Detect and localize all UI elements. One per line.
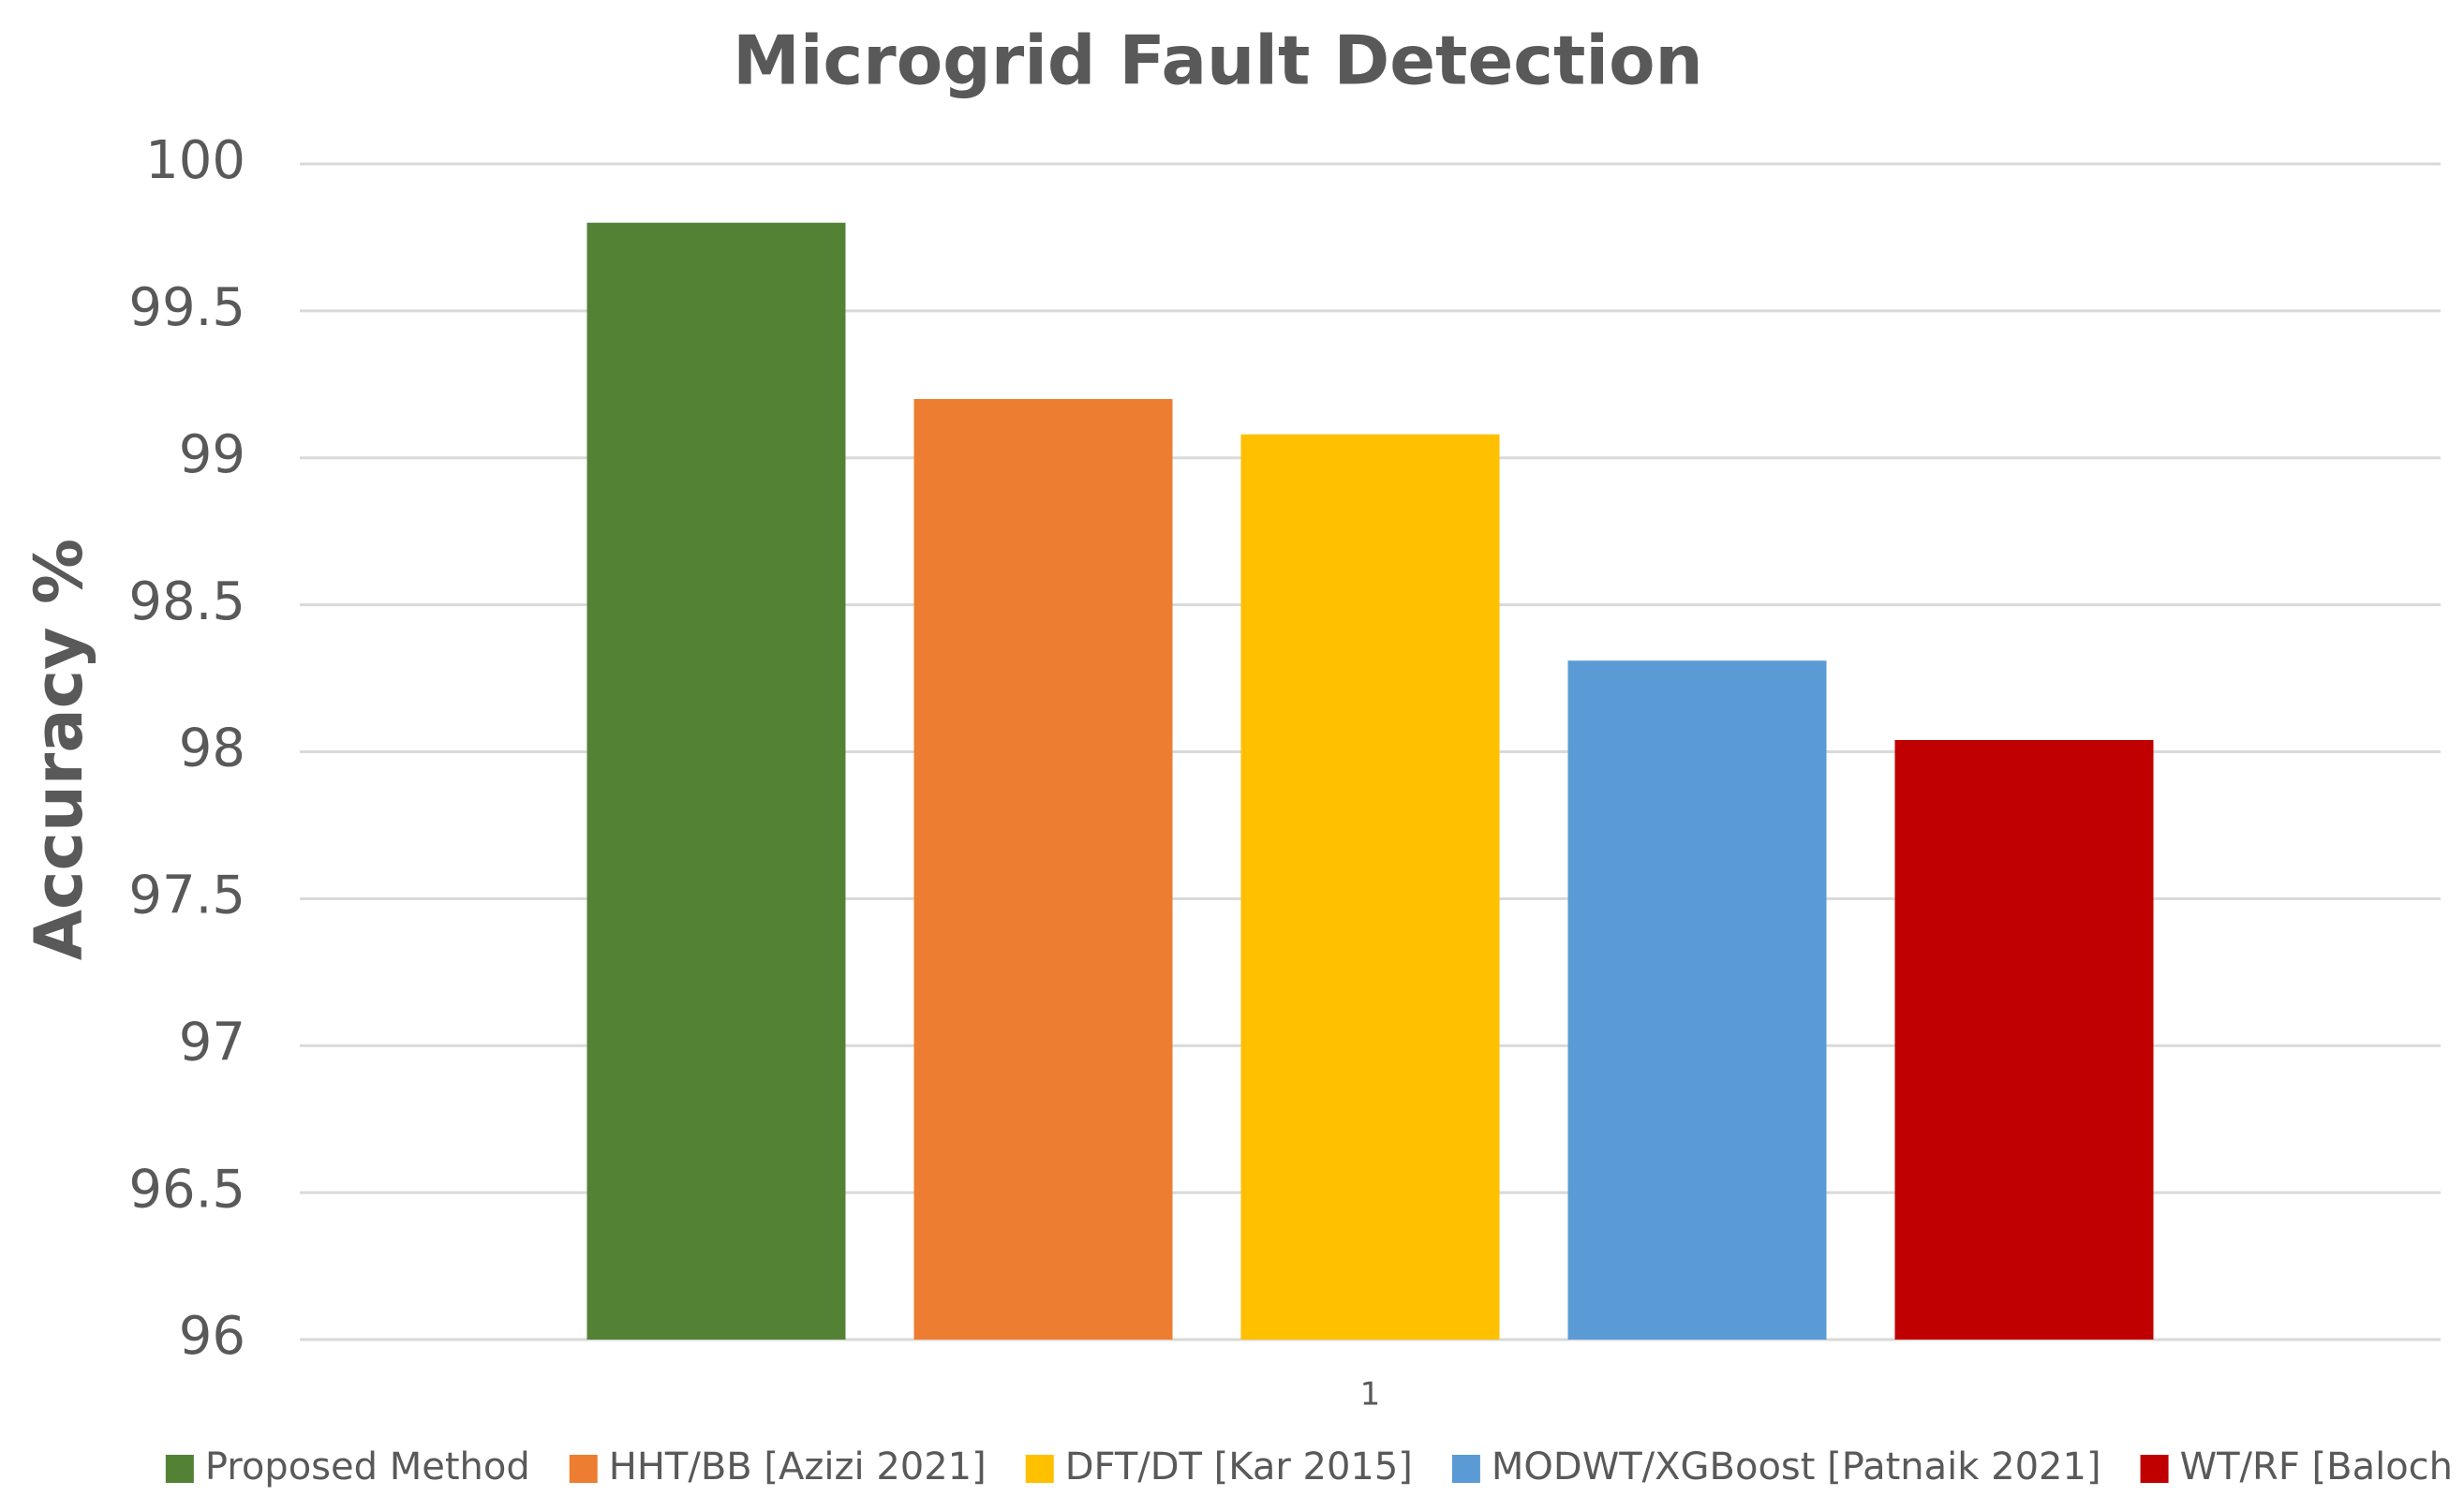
bar xyxy=(913,399,1173,1340)
y-axis-label: Accuracy % xyxy=(21,539,97,960)
chart-title: Microgrid Fault Detection xyxy=(733,22,1703,100)
legend-label: WT/RF [Baloch 2021] xyxy=(2180,1445,2464,1489)
legend-label: Proposed Method xyxy=(205,1445,530,1489)
bar xyxy=(1894,739,2154,1340)
x-tick-label: 1 xyxy=(1360,1376,1381,1414)
legend-swatch xyxy=(1025,1455,1054,1483)
y-tick-label: 99 xyxy=(179,424,245,485)
legend-label: MODWT/XGBoost [Patnaik 2021] xyxy=(1492,1445,2101,1489)
y-tick-label: 98.5 xyxy=(128,571,245,632)
legend-swatch xyxy=(1451,1455,1480,1483)
y-tick-label: 97.5 xyxy=(128,866,245,926)
legend-label: DFT/DT [Kar 2015] xyxy=(1065,1445,1413,1489)
legend-swatch xyxy=(2140,1455,2169,1483)
legend-swatch xyxy=(569,1455,598,1483)
y-tick-label: 97 xyxy=(179,1012,245,1073)
bar xyxy=(1567,660,1827,1340)
y-tick-label: 100 xyxy=(145,130,245,191)
bar xyxy=(586,222,846,1340)
bar xyxy=(1240,434,1500,1340)
legend-swatch xyxy=(165,1455,194,1483)
y-tick-label: 99.5 xyxy=(128,277,245,338)
legend-label: HHT/BB [Azizi 2021] xyxy=(609,1445,987,1489)
y-tick-label: 96 xyxy=(179,1306,245,1367)
y-tick-label: 96.5 xyxy=(128,1159,245,1220)
y-tick-label: 98 xyxy=(179,718,245,779)
